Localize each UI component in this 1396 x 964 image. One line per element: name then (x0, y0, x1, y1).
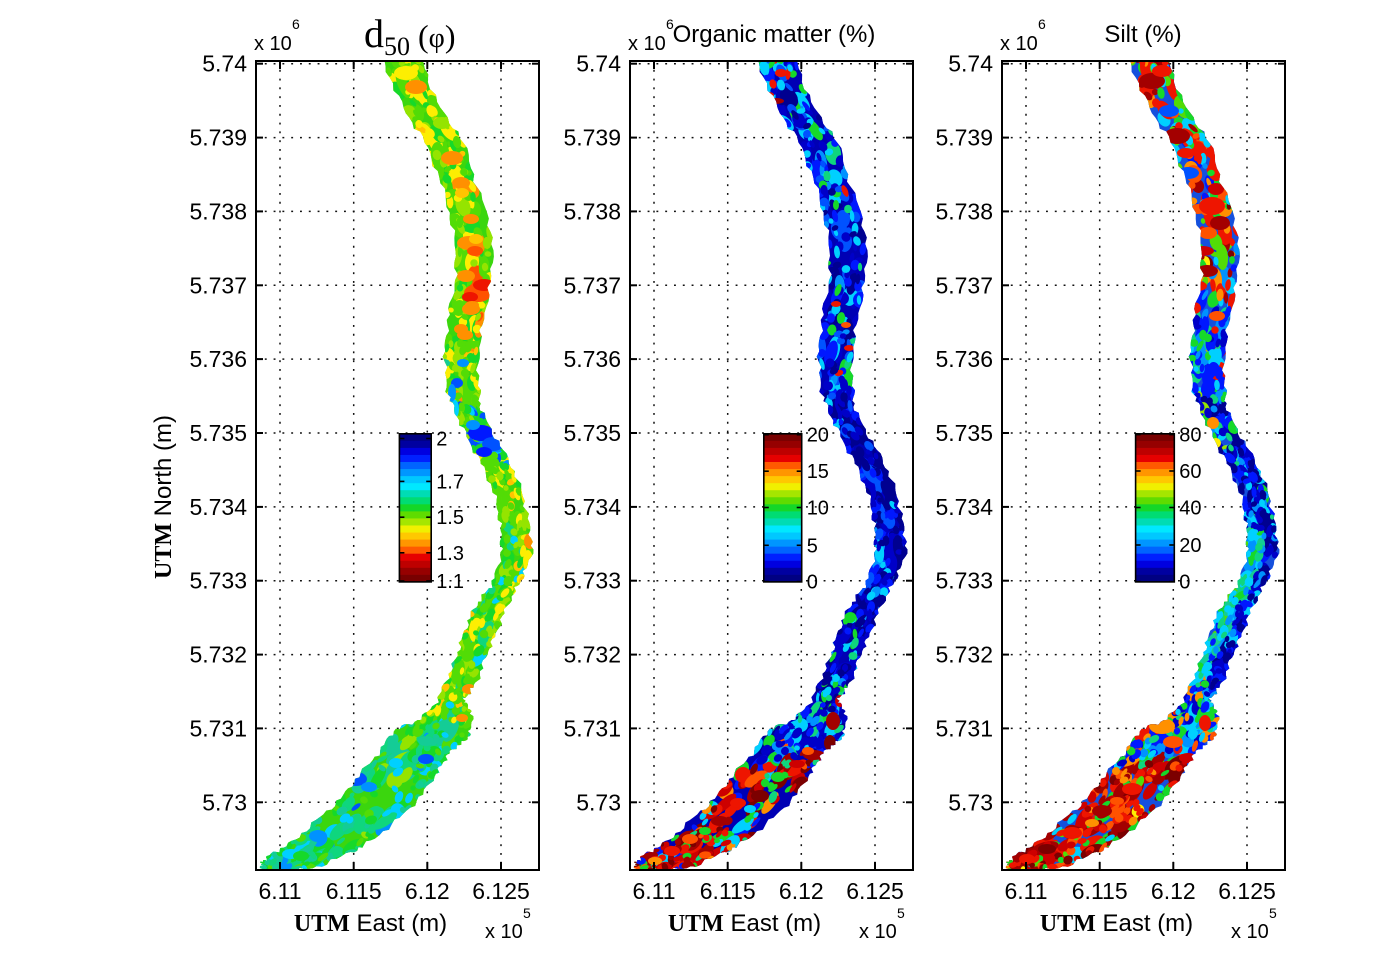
svg-text:5.738: 5.738 (563, 198, 621, 224)
svg-text:20: 20 (807, 425, 829, 447)
svg-text:5.734: 5.734 (563, 494, 621, 520)
svg-text:6.115: 6.115 (1072, 878, 1128, 904)
svg-text:5.735: 5.735 (563, 420, 621, 446)
svg-text:6.125: 6.125 (1218, 878, 1276, 904)
svg-text:x 10: x 10 (1231, 921, 1269, 943)
svg-text:2: 2 (436, 429, 447, 451)
svg-text:5.738: 5.738 (189, 198, 247, 224)
svg-text:5.733: 5.733 (935, 568, 993, 594)
svg-text:UTM East (m): UTM East (m) (1040, 910, 1193, 937)
svg-text:1.5: 1.5 (436, 507, 464, 529)
svg-text:5.734: 5.734 (935, 494, 993, 520)
svg-text:x 10: x 10 (485, 921, 523, 943)
svg-text:UTM North (m): UTM North (m) (150, 415, 177, 579)
svg-text:5.736: 5.736 (563, 346, 621, 372)
svg-text:6.115: 6.115 (326, 878, 382, 904)
svg-text:5.735: 5.735 (935, 420, 993, 446)
svg-text:5.739: 5.739 (189, 125, 247, 151)
svg-text:5.737: 5.737 (935, 272, 993, 298)
svg-text:5.731: 5.731 (563, 715, 621, 741)
svg-text:x 10: x 10 (254, 33, 292, 55)
svg-text:5.736: 5.736 (189, 346, 247, 372)
svg-text:UTM East (m): UTM East (m) (668, 910, 821, 937)
svg-text:5.74: 5.74 (202, 51, 247, 77)
svg-text:0: 0 (1179, 572, 1190, 594)
svg-text:5.732: 5.732 (563, 642, 621, 668)
svg-text:15: 15 (807, 461, 829, 483)
svg-text:5.734: 5.734 (189, 494, 247, 520)
svg-text:6.12: 6.12 (405, 878, 450, 904)
svg-text:5.739: 5.739 (935, 125, 993, 151)
svg-text:5.738: 5.738 (935, 198, 993, 224)
svg-text:6.11: 6.11 (632, 878, 675, 904)
svg-text:1.1: 1.1 (436, 571, 464, 593)
svg-text:5: 5 (523, 905, 531, 921)
svg-text:5.73: 5.73 (948, 789, 993, 815)
svg-text:6: 6 (292, 16, 300, 32)
svg-text:6.12: 6.12 (1151, 878, 1196, 904)
svg-text:5.732: 5.732 (935, 642, 993, 668)
svg-text:6.125: 6.125 (472, 878, 530, 904)
svg-text:80: 80 (1179, 425, 1201, 447)
svg-text:40: 40 (1179, 498, 1201, 520)
svg-text:5.73: 5.73 (202, 789, 247, 815)
svg-text:5.731: 5.731 (189, 715, 247, 741)
svg-text:10: 10 (807, 498, 829, 520)
svg-text:5.731: 5.731 (935, 715, 993, 741)
svg-text:1.7: 1.7 (436, 471, 464, 493)
svg-text:6.12: 6.12 (779, 878, 824, 904)
svg-text:Organic matter (%): Organic matter (%) (673, 21, 876, 48)
svg-text:20: 20 (1179, 535, 1201, 557)
svg-text:6.115: 6.115 (700, 878, 756, 904)
svg-text:5: 5 (897, 905, 905, 921)
svg-text:6.11: 6.11 (258, 878, 301, 904)
svg-text:0: 0 (807, 572, 818, 594)
svg-text:5.737: 5.737 (563, 272, 621, 298)
svg-text:x 10: x 10 (628, 33, 666, 55)
svg-text:x 10: x 10 (1000, 33, 1038, 55)
svg-text:1.3: 1.3 (436, 543, 464, 565)
svg-text:5.732: 5.732 (189, 642, 247, 668)
svg-text:6.125: 6.125 (846, 878, 904, 904)
svg-text:5.73: 5.73 (576, 789, 621, 815)
svg-text:5.737: 5.737 (189, 272, 247, 298)
svg-text:x 10: x 10 (859, 921, 897, 943)
svg-text:UTM East (m): UTM East (m) (294, 910, 447, 937)
svg-text:60: 60 (1179, 461, 1201, 483)
svg-text:5.74: 5.74 (948, 51, 993, 77)
svg-text:6: 6 (666, 16, 674, 32)
svg-text:5.733: 5.733 (563, 568, 621, 594)
svg-text:6: 6 (1038, 16, 1046, 32)
svg-text:5.733: 5.733 (189, 568, 247, 594)
svg-text:5.739: 5.739 (563, 125, 621, 151)
svg-text:Silt (%): Silt (%) (1104, 21, 1181, 48)
svg-text:5: 5 (1269, 905, 1277, 921)
svg-text:5: 5 (807, 535, 818, 557)
svg-text:5.735: 5.735 (189, 420, 247, 446)
svg-text:5.74: 5.74 (576, 51, 621, 77)
svg-text:6.11: 6.11 (1004, 878, 1047, 904)
svg-text:5.736: 5.736 (935, 346, 993, 372)
